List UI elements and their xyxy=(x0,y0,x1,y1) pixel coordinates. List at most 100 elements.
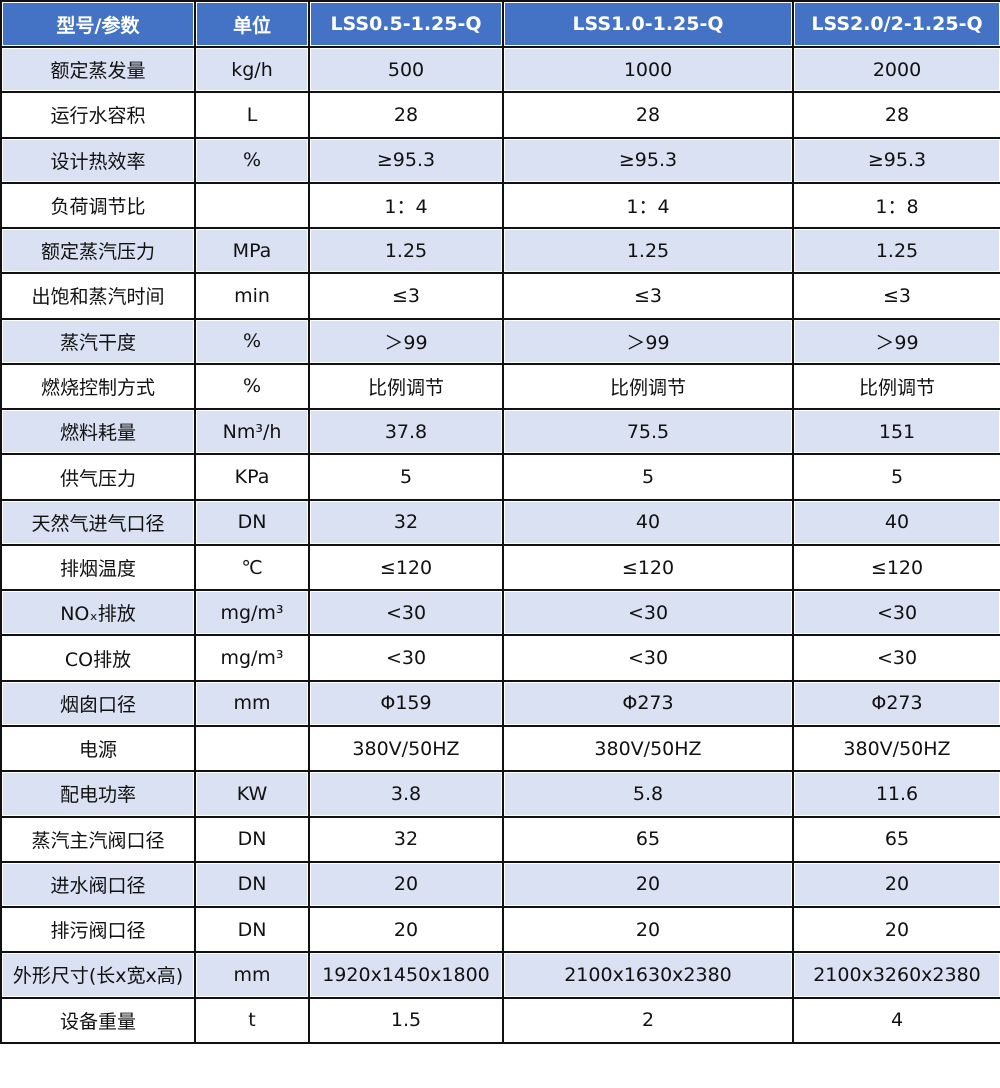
model-3-cell: 比例调节 xyxy=(792,362,1000,411)
model-2-cell: 75.5 xyxy=(502,408,794,456)
model-1-cell: 3.8 xyxy=(308,770,504,818)
model-2-cell: <30 xyxy=(502,634,794,682)
table-row: 负荷调节比 1：4 1：4 1：8 xyxy=(0,181,1000,230)
unit-cell: DN xyxy=(194,498,310,546)
param-cell: 燃烧控制方式 xyxy=(0,362,196,411)
param-cell: 燃料耗量 xyxy=(0,408,196,456)
param-cell: 排烟温度 xyxy=(0,543,196,592)
model-2-cell: 20 xyxy=(502,906,794,954)
model-3-cell: ≥95.3 xyxy=(792,136,1000,184)
table-row: 进水阀口径 DN 20 20 20 xyxy=(0,860,1000,909)
model-1-cell: 20 xyxy=(308,860,504,909)
model-1-cell: ≤3 xyxy=(308,272,504,320)
model-1-cell: 20 xyxy=(308,906,504,954)
unit-cell: DN xyxy=(194,906,310,954)
table-row: 电源 380V/50HZ 380V/50HZ 380V/50HZ xyxy=(0,724,1000,773)
param-cell: 蒸汽主汽阀口径 xyxy=(0,815,196,863)
unit-cell xyxy=(194,181,310,230)
model-1-cell: 1.5 xyxy=(308,996,504,1044)
unit-cell: DN xyxy=(194,815,310,863)
model-3-cell: ≤3 xyxy=(792,272,1000,320)
model-3-cell: 380V/50HZ xyxy=(792,724,1000,773)
table-row: 出饱和蒸汽时间 min ≤3 ≤3 ≤3 xyxy=(0,272,1000,320)
table-body: 额定蒸发量 kg/h 500 1000 2000 运行水容积 L 28 28 28 设计热效率% ≥9… xyxy=(0,45,1000,1044)
model-3-cell: <30 xyxy=(792,634,1000,682)
model-2-cell: <30 xyxy=(502,589,794,637)
param-cell: CO排放 xyxy=(0,634,196,682)
model-2-cell: 5.8 xyxy=(502,770,794,818)
table-row: 配电功率 KW 3.8 5.8 11.6 xyxy=(0,770,1000,818)
param-cell: 供气压力 xyxy=(0,453,196,501)
model-3-cell: 1.25 xyxy=(792,227,1000,275)
param-cell: 电源 xyxy=(0,724,196,773)
model-1-cell: 1920x1450x1800 xyxy=(308,951,504,999)
model-1-cell: 比例调节 xyxy=(308,362,504,411)
model-2-cell: Φ273 xyxy=(502,679,794,727)
unit-cell: KPa xyxy=(194,453,310,501)
unit-cell: % xyxy=(194,317,310,365)
model-2-cell: 1000 xyxy=(502,45,794,94)
model-3-cell: 65 xyxy=(792,815,1000,863)
model-1-cell: 500 xyxy=(308,45,504,94)
table-row: 外形尺寸(长x宽x高) mm 1920x1450x1800 2100x1630x238… xyxy=(0,951,1000,999)
header-row: 型号/参数 单位 LSS0.5-1.25-Q LSS1.0-1.25-Q LSS… xyxy=(0,0,1000,48)
table-row: NOₓ排放 mg/m³ <30 <30 <30 xyxy=(0,589,1000,637)
model-2-cell: 40 xyxy=(502,498,794,546)
param-cell: 排污阀口径 xyxy=(0,906,196,954)
table-row: 蒸汽干度% ＞99 ＞99 ＞99 xyxy=(0,317,1000,365)
table-row: 天然气进气口径 DN 32 40 40 xyxy=(0,498,1000,546)
param-cell: 蒸汽干度 xyxy=(0,317,196,365)
model-2-cell: 2 xyxy=(502,996,794,1044)
header-param: 型号/参数 xyxy=(0,0,196,48)
header-unit: 单位 xyxy=(194,0,310,48)
model-3-cell: 151 xyxy=(792,408,1000,456)
param-cell: 天然气进气口径 xyxy=(0,498,196,546)
model-3-cell: 20 xyxy=(792,860,1000,909)
table-row: 供气压力 KPa 5 5 5 xyxy=(0,453,1000,501)
model-3-cell: ≤120 xyxy=(792,543,1000,592)
table-row: 排污阀口径 DN 20 20 20 xyxy=(0,906,1000,954)
model-3-cell: 1：8 xyxy=(792,181,1000,230)
unit-cell: mg/m³ xyxy=(194,634,310,682)
model-3-cell: 2100x3260x2380 xyxy=(792,951,1000,999)
model-3-cell: 5 xyxy=(792,453,1000,501)
table-row: 设计热效率% ≥95.3 ≥95.3 ≥95.3 xyxy=(0,136,1000,184)
unit-cell: ℃ xyxy=(194,543,310,592)
model-1-cell: <30 xyxy=(308,589,504,637)
model-3-cell: 20 xyxy=(792,906,1000,954)
table-row: 燃烧控制方式% 比例调节 比例调节 比例调节 xyxy=(0,362,1000,411)
model-3-cell: 40 xyxy=(792,498,1000,546)
model-2-cell: 5 xyxy=(502,453,794,501)
param-cell: NOₓ排放 xyxy=(0,589,196,637)
table-row: 排烟温度 ℃ ≤120 ≤120 ≤120 xyxy=(0,543,1000,592)
table-row: 蒸汽主汽阀口径 DN 32 65 65 xyxy=(0,815,1000,863)
model-3-cell: Φ273 xyxy=(792,679,1000,727)
model-1-cell: 37.8 xyxy=(308,408,504,456)
model-3-cell: 28 xyxy=(792,91,1000,139)
model-2-cell: 2100x1630x2380 xyxy=(502,951,794,999)
param-cell: 额定蒸发量 xyxy=(0,45,196,94)
param-cell: 配电功率 xyxy=(0,770,196,818)
unit-cell: KW xyxy=(194,770,310,818)
unit-cell: DN xyxy=(194,860,310,909)
model-2-cell: 65 xyxy=(502,815,794,863)
model-2-cell: 1：4 xyxy=(502,181,794,230)
unit-cell: L xyxy=(194,91,310,139)
unit-cell: mg/m³ xyxy=(194,589,310,637)
unit-cell: % xyxy=(194,136,310,184)
model-2-cell: ≤3 xyxy=(502,272,794,320)
spec-table: 型号/参数 单位 LSS0.5-1.25-Q LSS1.0-1.25-Q LSS… xyxy=(0,0,1000,1044)
model-2-cell: 比例调节 xyxy=(502,362,794,411)
header-model-1: LSS0.5-1.25-Q xyxy=(308,0,504,48)
model-1-cell: 1.25 xyxy=(308,227,504,275)
model-1-cell: <30 xyxy=(308,634,504,682)
table-row: 设备重量 t 1.5 2 4 xyxy=(0,996,1000,1044)
model-3-cell: ＞99 xyxy=(792,317,1000,365)
table-row: 额定蒸发量 kg/h 500 1000 2000 xyxy=(0,45,1000,94)
model-1-cell: ≥95.3 xyxy=(308,136,504,184)
model-2-cell: ＞99 xyxy=(502,317,794,365)
model-2-cell: 28 xyxy=(502,91,794,139)
model-3-cell: 4 xyxy=(792,996,1000,1044)
unit-cell: kg/h xyxy=(194,45,310,94)
model-3-cell: <30 xyxy=(792,589,1000,637)
